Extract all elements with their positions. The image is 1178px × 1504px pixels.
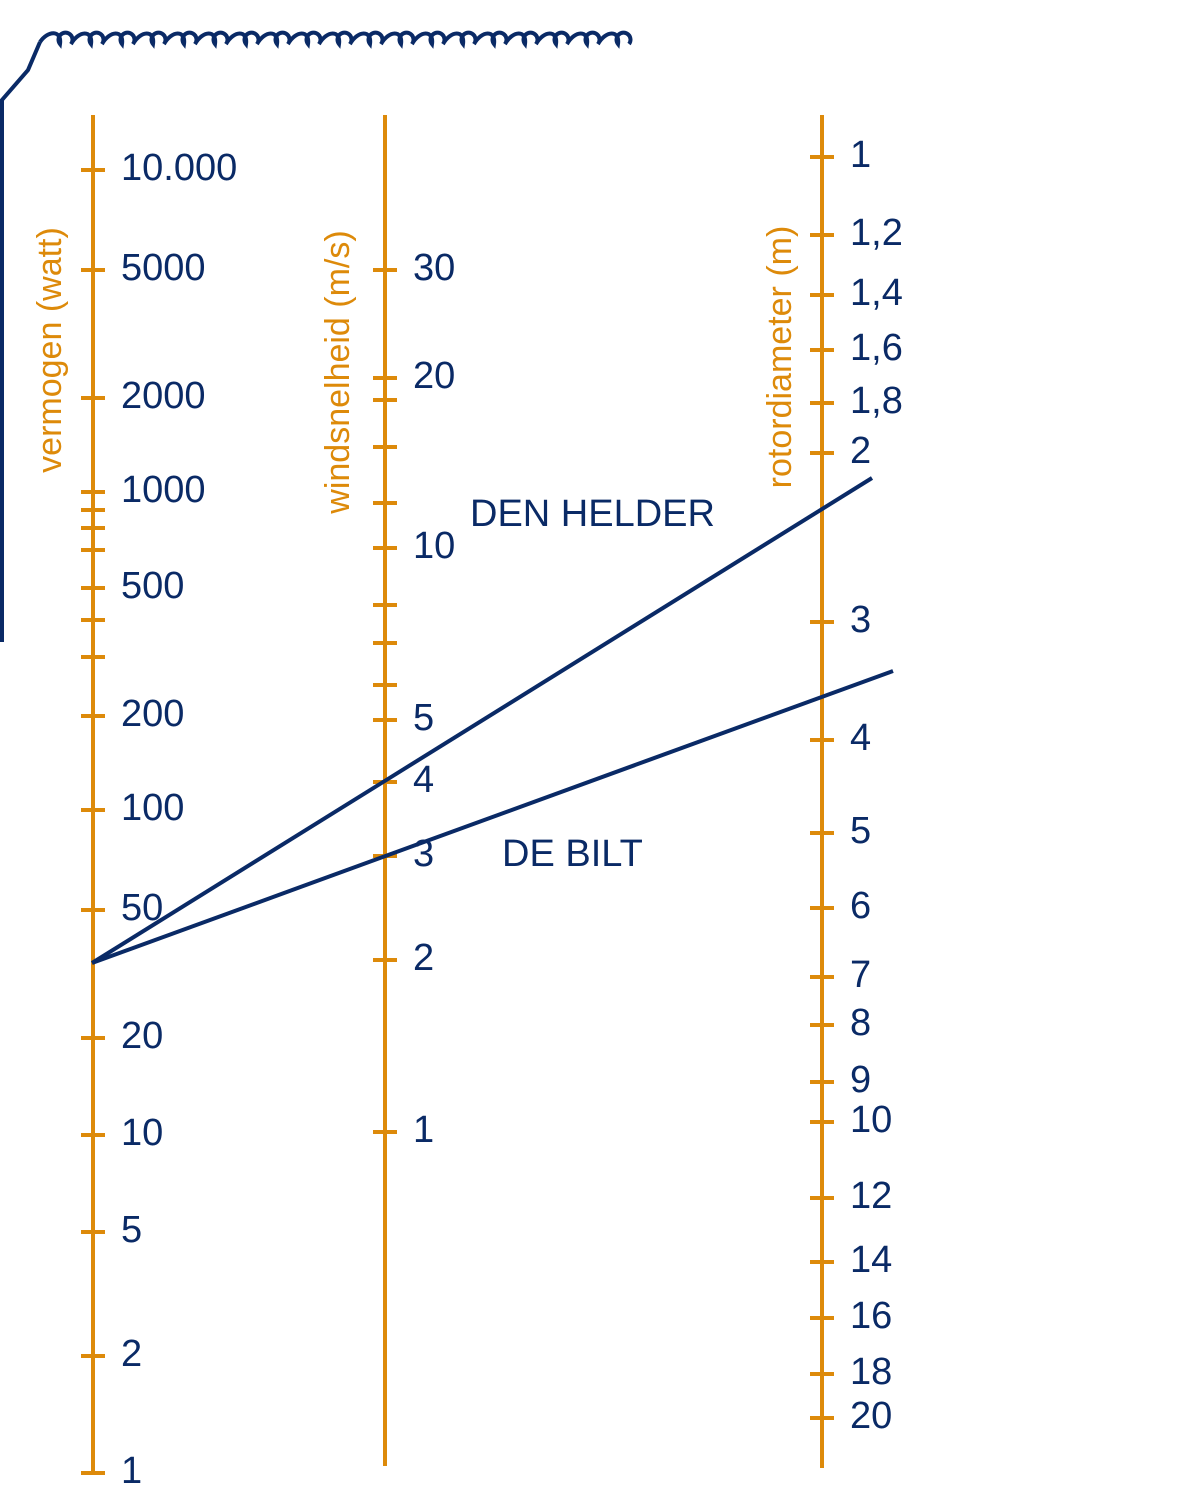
- tick-label: 10.000: [121, 147, 237, 189]
- tick-label: 10: [413, 525, 455, 567]
- tick-label: 1: [121, 1450, 142, 1492]
- axis: vermogen (watt) 10.000 5000 2000 1000 500 200 1…: [31, 115, 237, 1492]
- tick-label: 1000: [121, 469, 206, 511]
- axis-title: windsnelheid (m/s): [319, 230, 357, 514]
- corner-line: [0, 41, 42, 642]
- tick-label: 100: [121, 787, 184, 829]
- tick-label: 20: [850, 1395, 892, 1437]
- den-helder-line: [90, 476, 874, 965]
- line-label: DEN HELDER: [470, 493, 715, 535]
- tick-label: 5000: [121, 247, 206, 289]
- tick-label: 8: [850, 1002, 871, 1044]
- tick-label: 2000: [121, 375, 206, 417]
- tick-label: 500: [121, 565, 184, 607]
- decoration: [0, 30, 633, 642]
- tick-label: 16: [850, 1295, 892, 1337]
- tick-label: 10: [850, 1099, 892, 1141]
- tick-label: 2: [413, 937, 434, 979]
- axis-title: vermogen (watt): [31, 227, 69, 473]
- tick-label: 14: [850, 1239, 892, 1281]
- tick-label: 30: [413, 247, 455, 289]
- tick-label: 3: [850, 599, 871, 641]
- tick-label: 5: [413, 697, 434, 739]
- tick-label: 200: [121, 693, 184, 735]
- tick-label: 2: [121, 1333, 142, 1375]
- tick-label: 1,4: [850, 272, 903, 314]
- tick-label: 5: [121, 1209, 142, 1251]
- axis: rotordiameter (m) 1 1,2 1,4 1,6 1,8 2 3 4 5 6 7 8 910…: [761, 115, 903, 1468]
- tick-label: 18: [850, 1351, 892, 1393]
- tick-label: 7: [850, 954, 871, 996]
- tick-label: 4: [850, 717, 871, 759]
- tick-label: 4: [413, 759, 434, 801]
- tick-label: 20: [121, 1015, 163, 1057]
- tick-label: 1: [413, 1109, 434, 1151]
- tick-label: 1,6: [850, 327, 903, 369]
- tick-label: 2: [850, 430, 871, 472]
- line-label: DE BILT: [502, 833, 643, 875]
- tick-label: 12: [850, 1175, 892, 1217]
- de-bilt-line: [91, 669, 894, 965]
- tick-label: 10: [121, 1112, 163, 1154]
- tick-label: 1: [850, 134, 871, 176]
- tick-label: 20: [413, 355, 455, 397]
- tick-label: 1,8: [850, 380, 903, 422]
- loop-border: [38, 30, 633, 49]
- lines: DEN HELDER DE BILT: [90, 476, 894, 965]
- tick-label: 9: [850, 1059, 871, 1101]
- tick-label: 5: [850, 810, 871, 852]
- axis-title: rotordiameter (m): [761, 226, 799, 489]
- tick-label: 1,2: [850, 212, 903, 254]
- tick-label: 6: [850, 885, 871, 927]
